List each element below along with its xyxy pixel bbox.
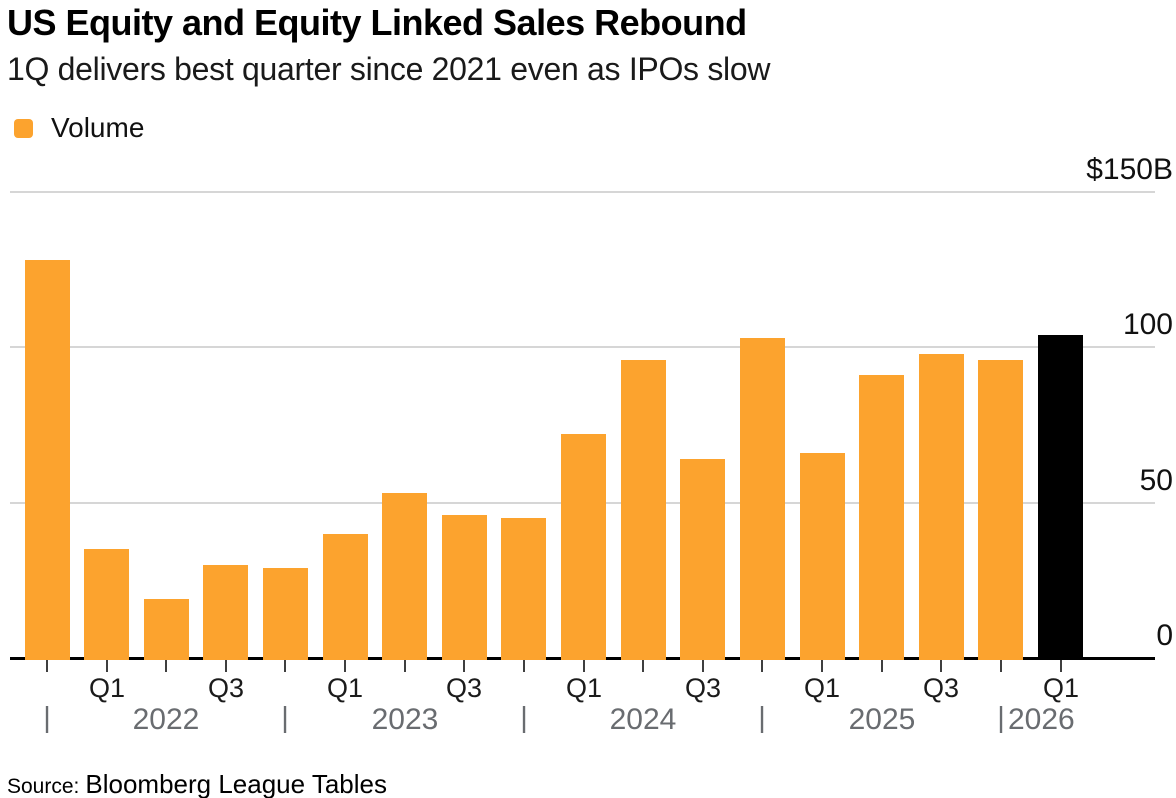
bar-q2-2025	[859, 375, 904, 660]
x-label-q1-2023: Q1	[326, 673, 364, 703]
year-separator-0: |	[43, 702, 51, 734]
bar-q3-2024	[680, 459, 725, 660]
bar-q3-2023	[442, 515, 487, 660]
x-label-q1-2026: Q1	[1042, 673, 1080, 703]
x-tick-q4-2022	[284, 660, 286, 672]
y-axis-label-150: $150B	[1086, 153, 1173, 186]
y-axis-label-50: 50	[1139, 464, 1173, 497]
bar-q2-2023	[382, 493, 427, 660]
x-tick-q4-2021	[46, 660, 48, 672]
x-label-q1-2024: Q1	[565, 673, 603, 703]
x-label-q3-2022: Q3	[207, 673, 245, 703]
year-separator-16: |	[997, 702, 1005, 734]
source-prefix: Source:	[7, 775, 80, 798]
x-tick-q2-2024	[642, 660, 644, 672]
x-label-q3-2024: Q3	[684, 673, 722, 703]
x-tick-q1-2023	[344, 660, 346, 672]
bar-q1-2024	[561, 434, 606, 660]
y-axis-label-100: 100	[1122, 308, 1173, 341]
year-label-2026: 2026	[1008, 703, 1075, 736]
x-label-q3-2023: Q3	[445, 673, 483, 703]
x-tick-q3-2024	[702, 660, 704, 672]
legend-label-volume: Volume	[51, 112, 145, 143]
x-tick-q2-2022	[165, 660, 167, 672]
bar-q3-2025	[919, 354, 964, 660]
legend-swatch-volume	[14, 119, 33, 138]
year-separator-8: |	[520, 702, 528, 734]
y-axis-label-0: 0	[1156, 619, 1173, 652]
chart-subtitle: 1Q delivers best quarter since 2021 even…	[7, 51, 771, 87]
bar-q4-2022	[263, 568, 308, 660]
gridline-100	[10, 346, 1155, 348]
x-tick-q3-2025	[940, 660, 942, 672]
x-tick-q2-2023	[404, 660, 406, 672]
bar-q1-2022	[84, 549, 129, 660]
x-tick-q4-2023	[523, 660, 525, 672]
bar-q4-2024	[740, 338, 785, 660]
x-label-q3-2025: Q3	[922, 673, 960, 703]
year-separator-12: |	[758, 702, 766, 734]
source-text: Bloomberg League Tables	[85, 769, 388, 798]
bar-q4-2021	[25, 260, 70, 660]
gridline-150	[10, 191, 1155, 193]
source-line: Source: Bloomberg League Tables	[7, 769, 387, 798]
x-tick-q1-2025	[821, 660, 823, 672]
year-label-2024: 2024	[609, 703, 677, 736]
bar-q3-2022	[203, 565, 248, 660]
year-separator-4: |	[281, 702, 289, 734]
x-tick-q3-2022	[225, 660, 227, 672]
x-tick-q1-2022	[106, 660, 108, 672]
year-label-2022: 2022	[132, 703, 200, 736]
bar-q1-2023	[323, 534, 368, 660]
year-label-2025: 2025	[848, 703, 916, 736]
bar-q2-2022	[144, 599, 189, 660]
x-label-q1-2022: Q1	[88, 673, 126, 703]
bar-q1-2025	[800, 453, 845, 660]
bar-q4-2025	[978, 360, 1023, 660]
bar-q1-2026	[1038, 335, 1083, 660]
year-label-2023: 2023	[371, 703, 439, 736]
x-tick-q3-2023	[463, 660, 465, 672]
x-tick-q4-2024	[761, 660, 763, 672]
x-label-q1-2025: Q1	[803, 673, 841, 703]
bar-q2-2024	[621, 360, 666, 660]
x-tick-q4-2025	[1000, 660, 1002, 672]
x-tick-q1-2026	[1060, 660, 1062, 672]
bar-q4-2023	[501, 518, 546, 660]
x-tick-q1-2024	[583, 660, 585, 672]
chart-title: US Equity and Equity Linked Sales Reboun…	[7, 2, 747, 43]
x-tick-q2-2025	[881, 660, 883, 672]
